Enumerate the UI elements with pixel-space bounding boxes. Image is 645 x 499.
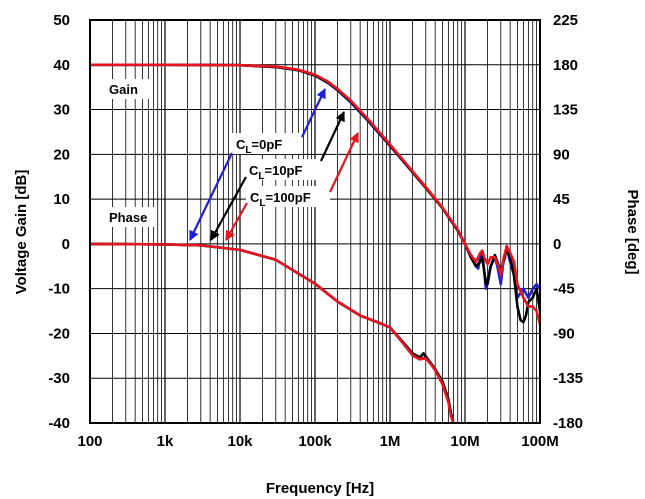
x-tick-label: 10k bbox=[227, 433, 253, 450]
y-right-tick-label: 0 bbox=[553, 236, 561, 253]
cl10-label-bg bbox=[245, 159, 321, 180]
y-tick-label: 50 bbox=[53, 12, 70, 29]
y-right-tick-label: -135 bbox=[553, 370, 583, 387]
x-tick-label: 1M bbox=[380, 433, 401, 450]
y-right-tick-label: -45 bbox=[553, 281, 575, 298]
y-tick-label: -30 bbox=[48, 370, 70, 387]
y-tick-label: -40 bbox=[48, 415, 70, 432]
y-tick-label: -10 bbox=[48, 281, 70, 298]
y-right-tick-label: 180 bbox=[553, 57, 578, 74]
y-tick-label: 0 bbox=[62, 236, 70, 253]
x-tick-label: 100M bbox=[521, 433, 559, 450]
grid bbox=[90, 20, 540, 423]
y-tick-label: 10 bbox=[53, 191, 70, 208]
gain-label: Gain bbox=[109, 82, 138, 97]
x-tick-labels: 100 1k 10k 100k 1M 10M 100M bbox=[77, 433, 558, 450]
cl100-arrow-phase bbox=[225, 202, 248, 241]
cl100-label-bg bbox=[246, 186, 330, 207]
y-tick-label: 40 bbox=[53, 57, 70, 74]
cl0-label-bg bbox=[232, 133, 302, 154]
series-layer bbox=[89, 63, 542, 424]
plot-frame bbox=[89, 19, 541, 424]
phase-label-bg bbox=[104, 207, 156, 227]
x-tick-label: 1k bbox=[157, 433, 174, 450]
y-right-tick-label: -180 bbox=[553, 415, 583, 432]
y-right-axis-title: Phase [deg] bbox=[624, 189, 641, 274]
cl0-arrow-phase bbox=[189, 152, 233, 241]
x-axis-title: Frequency [Hz] bbox=[266, 480, 374, 497]
x-tick-label: 100k bbox=[298, 433, 332, 450]
y-tick-label: -20 bbox=[48, 325, 70, 342]
y-tick-labels: 50 40 30 20 10 0 -10 -20 -30 -40 bbox=[48, 12, 70, 432]
cl100-arrow-gain bbox=[329, 132, 359, 193]
cl0-label: CL=0pF bbox=[236, 137, 282, 156]
y-right-tick-labels: 225 180 135 90 45 0 -45 -90 -135 -180 bbox=[553, 12, 583, 432]
gain-label-bg bbox=[104, 79, 150, 99]
cl10-label: CL=10pF bbox=[249, 163, 302, 182]
cl10-arrow-phase bbox=[210, 176, 247, 241]
cl0-arrow-gain bbox=[301, 88, 326, 138]
y-right-tick-label: 135 bbox=[553, 102, 578, 119]
y-tick-label: 20 bbox=[53, 146, 70, 163]
y-right-tick-label: 225 bbox=[553, 12, 578, 29]
phase-label: Phase bbox=[109, 210, 147, 225]
y-axis-title: Voltage Gain [dB] bbox=[13, 170, 30, 295]
y-right-tick-label: 90 bbox=[553, 146, 570, 163]
y-right-tick-label: 45 bbox=[553, 191, 570, 208]
y-right-tick-label: -90 bbox=[553, 325, 575, 342]
cl100-label: CL=100pF bbox=[250, 190, 311, 209]
series-line-5 bbox=[89, 242, 455, 424]
y-tick-label: 30 bbox=[53, 102, 70, 119]
x-tick-label: 100 bbox=[77, 433, 102, 450]
x-tick-label: 10M bbox=[450, 433, 479, 450]
cl10-arrow-gain bbox=[320, 111, 345, 162]
series-line-2 bbox=[90, 63, 542, 325]
